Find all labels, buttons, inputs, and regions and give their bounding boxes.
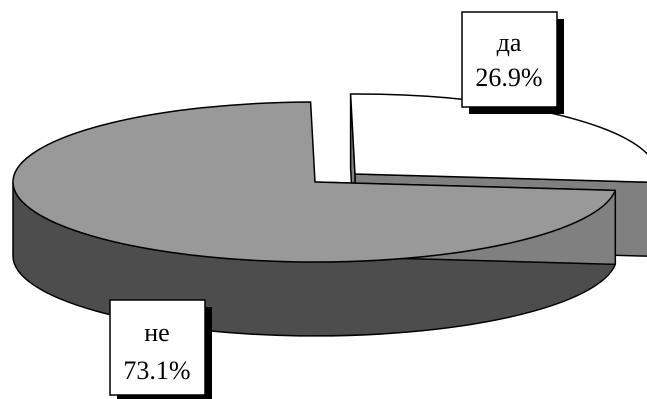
data-label-da-category: да — [497, 28, 522, 57]
data-label-ne-percent: 73.1% — [123, 356, 190, 385]
data-label-ne: не 73.1% — [109, 299, 212, 399]
data-label-da-box — [461, 11, 558, 108]
data-label-ne-box — [109, 299, 206, 396]
slice-da — [349, 93, 647, 183]
data-label-da: да 26.9% — [461, 11, 564, 114]
data-label-da-percent: 26.9% — [475, 63, 542, 92]
data-label-ne-category: не — [144, 318, 169, 347]
slice-ne — [12, 101, 617, 263]
